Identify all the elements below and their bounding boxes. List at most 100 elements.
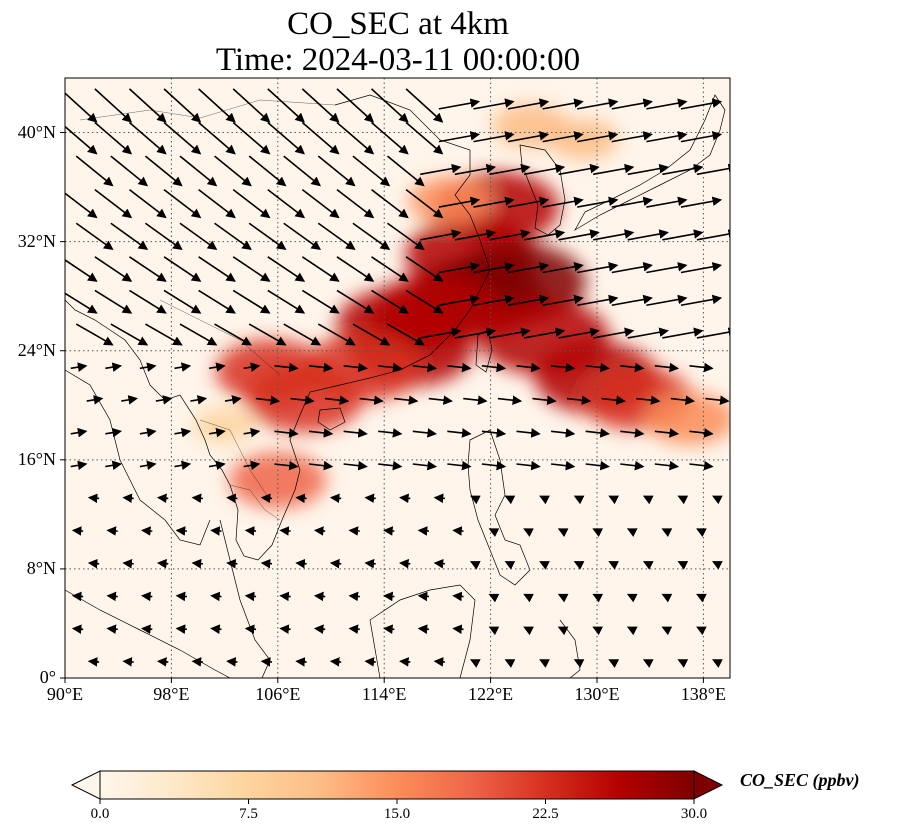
lon-tick-label: 122°E [467,684,514,704]
wind-arrow [592,593,604,603]
wind-arrow [348,591,360,602]
sumatra-coastline [65,589,231,678]
wind-arrow [317,323,356,346]
wind-arrow [661,593,673,603]
wind-arrow [405,189,444,219]
wind-arrow [336,189,375,219]
wind-arrow [417,526,430,536]
wind-arrow [198,121,236,155]
wind-arrow [267,189,306,219]
wind-arrow [139,460,157,471]
wind-arrow [359,395,384,405]
wind-arrow [370,121,409,155]
lat-tick-label: 24°N [17,339,56,360]
wind-arrow [516,460,541,471]
wind-arrow [87,493,100,504]
wind-arrow [198,189,236,219]
wind-arrow [523,229,566,241]
wind-arrow [646,294,688,307]
wind-arrow [163,121,202,155]
wind-arrow [248,222,287,251]
wind-arrow [626,626,638,636]
wind-arrow [155,395,173,405]
wind-arrow [248,323,287,346]
wind-arrow [433,493,445,504]
wind-arrow [224,395,242,405]
wind-arrow [627,229,669,241]
wind-arrow [110,222,149,251]
wind-arrow [497,395,523,405]
wind-arrow [279,624,291,634]
wind-arrow [141,526,153,536]
wind-arrow [642,659,654,668]
wind-arrow [232,289,271,314]
wind-arrow [504,659,516,668]
wind-arrow [163,88,202,123]
wind-arrow [473,98,515,110]
lon-tick-label: 90°E [46,684,84,704]
wind-arrow [343,362,368,373]
wind-arrow [210,591,222,602]
wind-arrow [226,657,238,667]
wind-arrow [283,222,322,251]
wind-arrow [438,98,481,110]
wind-arrow [523,528,534,537]
wind-arrow [122,657,134,667]
wind-arrow [267,289,306,314]
wind-arrow [433,558,445,569]
wind-arrow [507,98,550,110]
wind-arrow [352,222,391,251]
wind-arrow [516,428,541,438]
wind-arrow [122,558,134,569]
wind-arrow [447,428,472,438]
wind-arrow [573,659,585,668]
wind-arrow [65,192,98,219]
wind-arrow [473,294,515,307]
wind-arrow [523,593,534,603]
wind-arrow [523,163,566,176]
wind-arrow [473,196,515,208]
wind-arrow [110,323,149,346]
wind-arrow [620,428,645,438]
wind-arrow [86,395,104,405]
wind-arrow [542,131,584,143]
wind-arrow [433,657,445,667]
wind-arrow [71,526,84,536]
wind-arrow [516,362,541,373]
wind-arrow [283,323,322,346]
wind-arrow [110,155,149,187]
wind-arrow [473,262,515,274]
wind-vectors [65,88,730,668]
wind-arrow [267,88,305,123]
wind-arrow [144,155,183,187]
wind-arrow [128,121,167,155]
wind-arrow [550,428,576,438]
wind-arrow [313,526,326,536]
wind-arrow [156,657,169,667]
wind-arrow [317,155,356,187]
wind-arrow [504,495,516,505]
wind-arrow [336,256,375,282]
wind-arrow [308,362,334,373]
wind-arrow [428,395,453,405]
wind-arrow [301,289,340,314]
wind-arrow [558,163,600,176]
wind-arrow [343,428,368,438]
wind-arrow [244,591,257,602]
wind-arrow [412,460,438,471]
wind-arrow [128,88,167,123]
wind-arrow [121,395,138,405]
wind-arrow [329,657,342,667]
wind-arrow [550,362,576,373]
wind-arrow [626,593,638,603]
wind-arrow [70,362,88,372]
wind-arrow [620,362,645,373]
wind-arrow [279,591,291,602]
colorbar-bar [99,770,695,800]
wind-arrow [71,624,84,634]
wind-arrow [394,395,419,405]
wind-arrow [232,121,271,155]
wind-arrow [175,624,187,634]
wind-arrow [654,428,680,438]
lon-tick-label: 114°E [361,684,407,704]
